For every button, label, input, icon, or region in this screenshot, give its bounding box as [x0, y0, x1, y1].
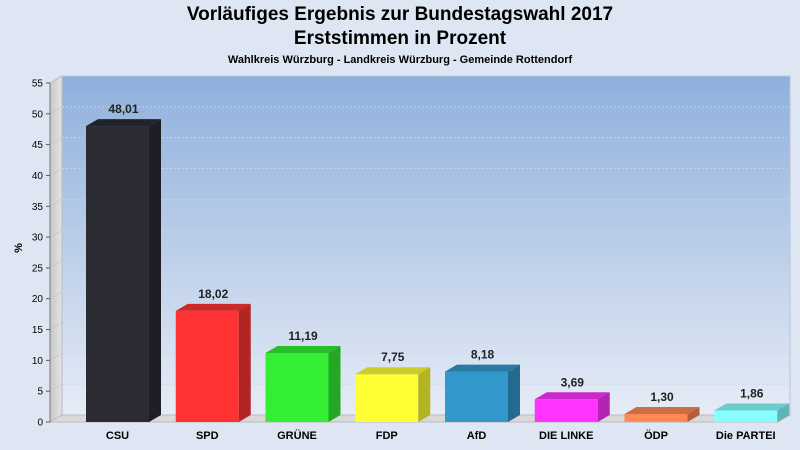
bar-side [149, 119, 161, 423]
bar-front [265, 353, 329, 422]
bar-side [687, 406, 700, 422]
bar-front [534, 399, 598, 422]
data-label: 18,02 [198, 287, 228, 301]
bar-front [624, 413, 688, 422]
y-tick-label: 5 [37, 387, 43, 398]
data-label: 7,75 [381, 350, 405, 364]
y-tick-label: 10 [32, 356, 44, 367]
chart-title: Vorläufiges Ergebnis zur Bundestagswahl … [186, 4, 614, 25]
y-tick-label: 55 [32, 79, 44, 90]
bar-front [86, 126, 149, 423]
data-label: 3,69 [561, 375, 585, 389]
y-tick-label: 30 [32, 233, 44, 244]
category-label: DIE LINKE [539, 430, 593, 442]
y-tick-label: 25 [32, 263, 44, 274]
y-tick-label: 35 [32, 202, 44, 213]
chart-subtitle: Erststimmen in Prozent [293, 28, 507, 49]
chart-caption: Wahlkreis Würzburg - Landkreis Würzburg … [227, 54, 573, 66]
bar-top [265, 346, 341, 354]
bar-spd [175, 303, 251, 422]
bar-front [175, 310, 239, 422]
bar-side [597, 392, 610, 422]
bar-front [355, 374, 419, 422]
bar-top [714, 403, 790, 411]
bar-side [328, 346, 341, 422]
bar-front [714, 410, 778, 422]
bar-top [175, 303, 251, 311]
category-label: FDP [376, 430, 398, 442]
category-label: ÖDP [644, 429, 668, 442]
y-tick-label: 45 [32, 140, 44, 151]
bar-side [777, 403, 790, 422]
category-label: CSU [106, 430, 129, 442]
bar-side [238, 303, 251, 422]
data-label: 11,19 [288, 329, 318, 343]
bar-front [445, 371, 508, 422]
bar-grüne [265, 346, 341, 422]
bar-csu [86, 119, 161, 423]
y-tick-label: 0 [37, 418, 43, 429]
category-label: SPD [196, 430, 219, 442]
data-label: 1,30 [650, 390, 674, 404]
plot-side-wall [49, 75, 63, 423]
bar-top [355, 367, 431, 375]
bar-top [86, 119, 161, 127]
bar-die-linke [534, 392, 610, 422]
y-tick-label: 40 [32, 171, 44, 182]
y-tick-label: 20 [32, 294, 44, 305]
bar-top [445, 364, 520, 372]
data-label: 8,18 [471, 348, 495, 362]
category-label: Die PARTEI [716, 430, 776, 442]
data-label: 48,01 [108, 102, 138, 116]
bar-afd [445, 364, 520, 422]
bar-side [508, 364, 520, 422]
y-tick-label: 15 [32, 325, 44, 336]
category-label: AfD [467, 430, 487, 442]
y-axis-label: % [13, 243, 25, 253]
y-tick-label: 50 [32, 109, 44, 120]
bar-top [624, 406, 700, 414]
bar-top [534, 392, 610, 400]
bar-side [418, 367, 431, 422]
bar-fdp [355, 367, 431, 422]
bar-die-partei [714, 403, 790, 422]
plot-back-wall [61, 75, 791, 416]
bar-ödp [624, 406, 700, 422]
data-label: 1,86 [740, 387, 764, 401]
category-label: GRÜNE [277, 429, 317, 442]
